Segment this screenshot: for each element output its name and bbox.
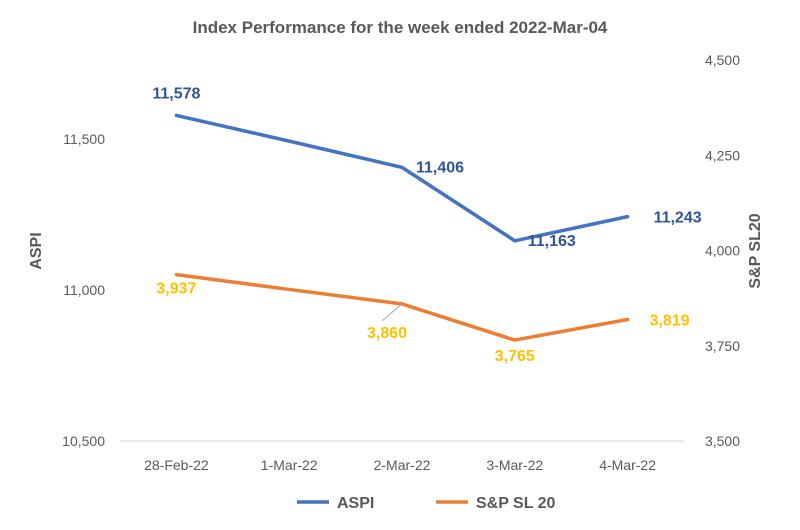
left-tick-label: 11,000	[63, 282, 105, 298]
right-tick-label: 3,750	[705, 338, 740, 354]
data-label: 3,819	[650, 313, 690, 330]
legend-label: ASPI	[337, 495, 374, 512]
data-label: 11,406	[416, 159, 464, 176]
series-line-aspi	[174, 113, 630, 243]
chart-title: Index Performance for the week ended 202…	[193, 18, 608, 37]
right-tick-label: 4,250	[705, 147, 740, 163]
data-label: 3,765	[495, 348, 535, 365]
label-leader-line	[381, 303, 403, 322]
series-layer	[174, 113, 630, 342]
x-axis-ticks: 28-Feb-22 1-Mar-22 2-Mar-22 3-Mar-22 4-Mar-2…	[144, 457, 656, 473]
data-label: 11,163	[528, 233, 576, 250]
x-tick-label: 3-Mar-22	[486, 457, 543, 473]
right-tick-label: 4,500	[705, 52, 740, 68]
data-labels: 11,578 11,406 11,163 11,243 3,937 3,860 3,765 3…	[152, 85, 701, 365]
right-tick-label: 3,500	[705, 433, 740, 449]
left-tick-label: 10,500	[62, 433, 105, 449]
x-tick-label: 4-Mar-22	[599, 457, 656, 473]
right-axis-title: S&P SL20	[747, 213, 764, 288]
data-label: 3,860	[367, 325, 407, 342]
left-axis-ticks: 10,500 11,000 11,500	[62, 131, 105, 449]
x-tick-label: 2-Mar-22	[374, 457, 431, 473]
legend-label: S&P SL 20	[476, 495, 556, 512]
left-tick-label: 11,500	[63, 131, 105, 147]
data-label: 11,243	[654, 210, 702, 227]
x-tick-label: 28-Feb-22	[144, 457, 209, 473]
legend: ASPI S&P SL 20	[297, 495, 556, 512]
right-tick-label: 4,000	[705, 243, 740, 259]
left-axis-title: ASPI	[28, 232, 45, 269]
data-label: 3,937	[156, 281, 196, 298]
right-axis-ticks: 3,500 3,750 4,000 4,250 4,500	[705, 52, 740, 449]
data-label: 11,578	[152, 85, 200, 102]
x-tick-label: 1-Mar-22	[261, 457, 318, 473]
